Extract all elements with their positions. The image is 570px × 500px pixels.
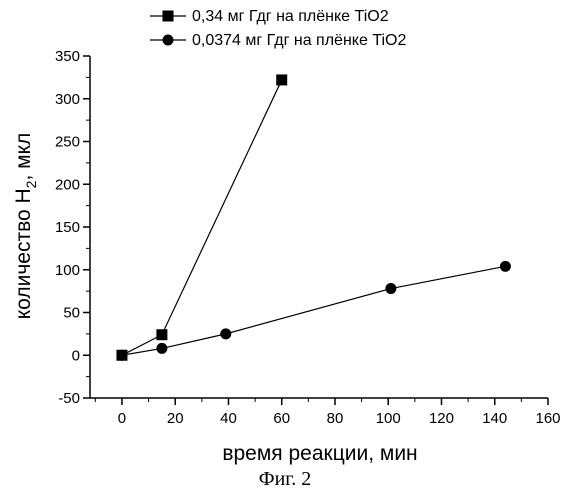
y-tick-label: -50 [58, 390, 80, 407]
legend-item-2: 0,0374 мг Гдг на плёнке TiO2 [150, 32, 406, 49]
legend-marker [163, 11, 174, 22]
figure-caption: Фиг. 2 [0, 468, 570, 491]
x-tick-label: 160 [535, 410, 560, 427]
x-tick-label: 140 [482, 410, 507, 427]
legend-marker [163, 35, 174, 46]
data-point [276, 74, 287, 85]
x-tick-label: 40 [220, 410, 237, 427]
legend-label: 0,0374 мг Гдг на плёнке TiO2 [192, 32, 406, 49]
data-point [156, 343, 167, 354]
x-tick-label: 120 [429, 410, 454, 427]
x-tick-label: 60 [273, 410, 290, 427]
y-tick-label: 250 [55, 134, 80, 151]
data-point [116, 350, 127, 361]
data-point [500, 261, 511, 272]
plot-area [116, 74, 510, 360]
y-axis-label: количество H2, мкл [12, 133, 39, 320]
y-tick-label: 300 [55, 91, 80, 108]
axes: 0 20 40 60 80 100 120 140 160 -50 0 50 100 150 200 250 3… [55, 48, 561, 427]
series-2 [116, 261, 510, 361]
data-point [156, 329, 167, 340]
legend-item-1: 0,34 мг Гдг на плёнке TiO2 [150, 8, 389, 25]
y-tick-label: 200 [55, 176, 80, 193]
x-axis-label: время реакции, мин [222, 442, 417, 465]
y-tick-label: 50 [63, 305, 80, 322]
x-tick-label: 20 [167, 410, 184, 427]
y-tick-label: 100 [55, 262, 80, 279]
data-point [220, 328, 231, 339]
series-line [122, 80, 282, 355]
series-line [122, 266, 505, 355]
y-tick-label: 150 [55, 219, 80, 236]
legend-label: 0,34 мг Гдг на плёнке TiO2 [192, 8, 389, 25]
y-tick-label: 0 [72, 347, 80, 364]
x-tick-label: 80 [327, 410, 344, 427]
y-tick-label: 350 [55, 48, 80, 65]
x-tick-label: 0 [118, 410, 126, 427]
series-1 [116, 74, 287, 360]
x-tick-label: 100 [376, 410, 401, 427]
data-point [385, 283, 396, 294]
legend: 0,34 мг Гдг на плёнке TiO2 0,0374 мг Гдг … [150, 8, 406, 49]
line-chart: 0,34 мг Гдг на плёнке TiO2 0,0374 мг Гдг … [0, 0, 570, 470]
